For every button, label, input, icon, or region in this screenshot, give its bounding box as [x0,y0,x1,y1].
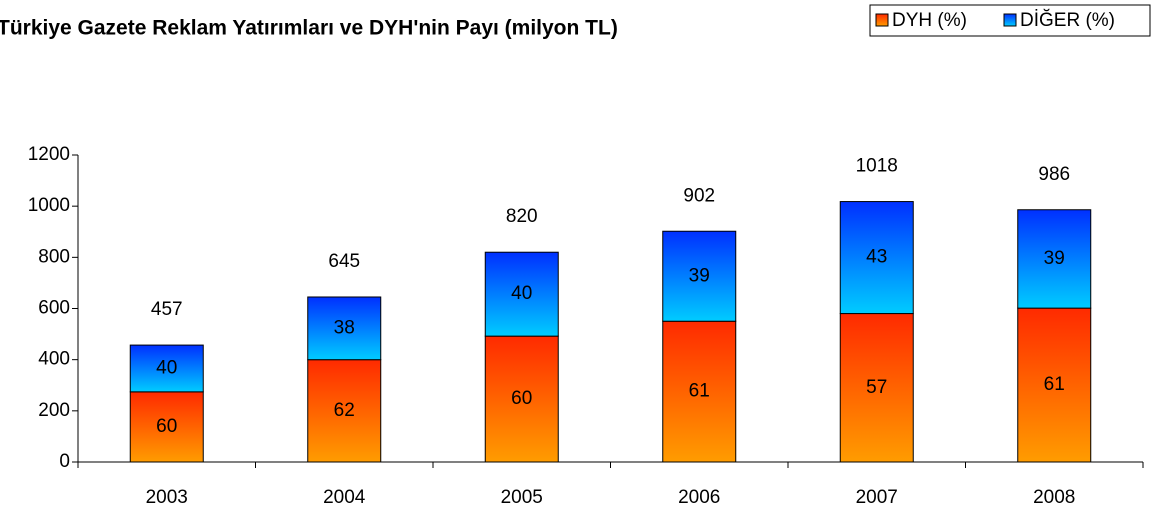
data-label: 57 [866,377,887,398]
data-label: 40 [156,357,177,378]
data-label: 60 [511,388,532,409]
bar-segment [307,296,382,361]
bar-segment [484,251,559,337]
chart-title: Türkiye Gazete Reklam Yatırımları ve DYH… [0,17,618,40]
total-label: 986 [1038,164,1070,185]
total-label: 1018 [856,156,898,177]
y-tick-label: 200 [38,400,70,421]
legend-label: DYH (%) [892,10,967,31]
data-label: 39 [689,265,710,286]
bar-segment [1017,209,1092,309]
x-tick-label: 2007 [856,487,898,508]
data-label: 43 [866,247,887,268]
total-label: 457 [151,299,183,320]
x-tick-label: 2003 [146,487,188,508]
total-label: 820 [506,206,538,227]
data-label: 39 [1044,248,1065,269]
data-label: 60 [156,416,177,437]
y-tick-label: 1200 [28,144,70,165]
y-tick-label: 400 [38,349,70,370]
bar-segment [484,335,559,463]
data-label: 61 [1044,374,1065,395]
bar-segment [307,359,382,463]
bar-segment [839,201,914,315]
x-tick-label: 2004 [323,487,366,508]
total-label: 902 [683,185,715,206]
x-tick-label: 2005 [501,487,543,508]
bar-segment [129,344,204,393]
x-tick-label: 2006 [678,487,720,508]
total-label: 645 [328,251,360,272]
legend-label: DİĞER (%) [1020,9,1115,31]
bar-segment [662,320,737,463]
bar-segment [129,391,204,463]
legend-swatch [875,13,889,27]
y-tick-label: 600 [38,298,70,319]
y-tick-label: 800 [38,246,70,267]
data-label: 40 [511,283,532,304]
bar-segment [839,313,914,463]
legend-swatch [1003,13,1017,27]
data-label: 38 [334,317,355,338]
bar-segment [1017,307,1092,463]
x-tick-label: 2008 [1033,487,1075,508]
bar-segment [662,230,737,322]
y-tick-label: 0 [59,451,70,472]
data-label: 62 [334,400,355,421]
data-label: 61 [689,381,710,402]
y-tick-label: 1000 [28,195,70,216]
